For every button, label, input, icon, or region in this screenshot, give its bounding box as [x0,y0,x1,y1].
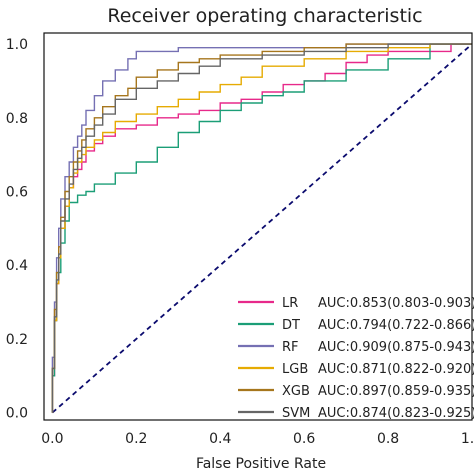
x-tick-label: 1.0 [461,431,474,447]
y-tick-label: 1.0 [6,37,28,53]
legend-auc-label: AUC:0.853(0.803-0.903) [318,296,474,311]
x-tick-label: 0.8 [377,431,399,447]
legend: LR AUC:0.853(0.803-0.903) DT AUC:0.794(0.72… [238,296,474,421]
y-tick-label: 0.2 [6,332,28,348]
legend-auc-label: AUC:0.794(0.722-0.866) [318,318,474,333]
x-axis-label: False Positive Rate [196,456,326,472]
x-tick-label: 0.6 [293,431,315,447]
legend-series-name: RF [282,340,299,355]
diagonal-reference-line [51,43,473,414]
x-axis-ticks: 0.0 0.2 0.4 0.6 0.8 1.0 [41,431,474,447]
roc-curve-rf [51,43,472,413]
plot-frame [43,32,473,421]
x-tick-label: 0.4 [209,431,231,447]
roc-curves [51,43,472,413]
legend-series-name: SVM [282,406,310,421]
legend-series-name: LGB [282,362,308,377]
y-tick-label: 0.6 [6,184,28,200]
legend-series-name: XGB [282,384,310,399]
legend-auc-label: AUC:0.909(0.875-0.943) [318,340,474,355]
roc-curve-svm [51,43,472,413]
y-tick-label: 0.0 [6,406,28,422]
legend-series-name: DT [282,318,300,333]
x-tick-label: 0.2 [125,431,147,447]
legend-auc-label: AUC:0.874(0.823-0.925) [318,406,474,421]
y-tick-label: 0.8 [6,111,28,127]
legend-auc-label: AUC:0.897(0.859-0.935) [318,384,474,399]
legend-series-name: LR [282,296,298,311]
y-axis-ticks: 0.0 0.2 0.4 0.6 0.8 1.0 [6,37,28,422]
legend-auc-label: AUC:0.871(0.822-0.920) [318,362,474,377]
roc-curve-dt [51,43,472,413]
y-tick-label: 0.4 [6,258,28,274]
chart-title: Receiver operating characteristic [107,5,422,27]
x-tick-label: 0.0 [41,431,63,447]
